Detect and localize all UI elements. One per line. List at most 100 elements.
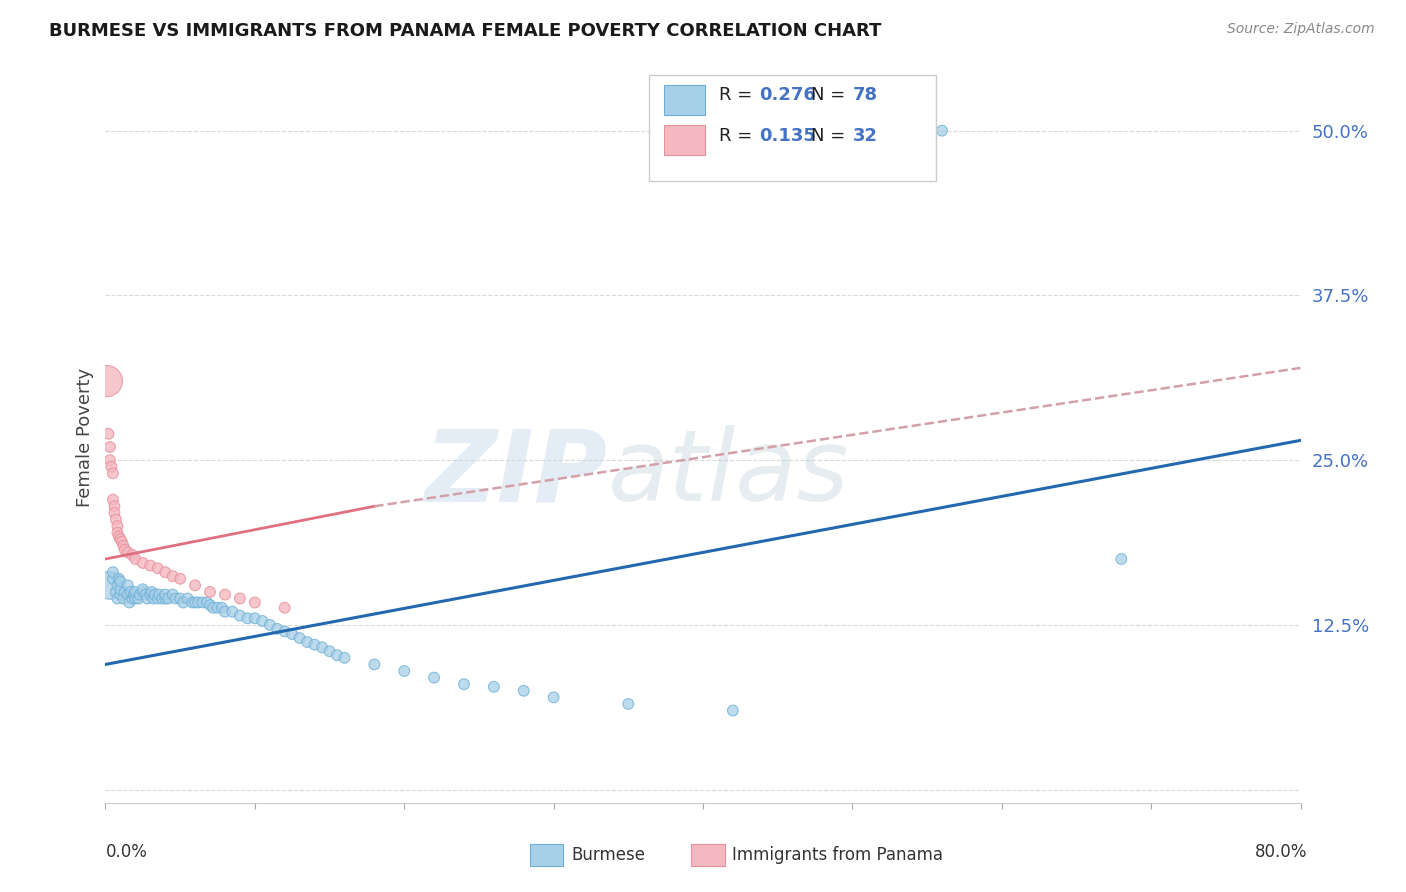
Text: 78: 78 (852, 87, 877, 104)
Point (107, 591, 129, 606)
Text: 0.0%: 0.0% (105, 843, 148, 861)
Text: N =: N = (811, 87, 851, 104)
Point (110, 588, 132, 602)
Text: BURMESE VS IMMIGRANTS FROM PANAMA FEMALE POVERTY CORRELATION CHART: BURMESE VS IMMIGRANTS FROM PANAMA FEMALE… (49, 22, 882, 40)
Point (187, 595, 209, 609)
Bar (530, 845, 564, 866)
Point (150, 591, 173, 606)
Text: Source: ZipAtlas.com: Source: ZipAtlas.com (1227, 22, 1375, 37)
Point (100, 459, 122, 474)
Point (221, 605, 243, 619)
Point (135, 588, 157, 602)
Text: Immigrants from Panama: Immigrants from Panama (731, 847, 942, 864)
Text: ZIP: ZIP (425, 425, 607, 522)
Point (124, 591, 146, 606)
Text: 32: 32 (852, 127, 877, 145)
Point (236, 611, 259, 625)
Point (98, 453, 121, 467)
FancyBboxPatch shape (650, 75, 936, 181)
Point (103, 500, 125, 514)
Point (141, 585, 163, 599)
Point (198, 585, 221, 599)
Point (169, 572, 191, 586)
Bar (664, 125, 706, 155)
Point (311, 640, 333, 655)
Point (103, 506, 125, 520)
Point (122, 588, 145, 602)
Point (101, 467, 124, 481)
Text: 80.0%: 80.0% (1256, 843, 1308, 861)
Point (243, 595, 266, 609)
Point (132, 585, 155, 599)
Text: N =: N = (811, 127, 851, 145)
Point (162, 569, 184, 583)
Point (333, 650, 356, 665)
Point (146, 591, 169, 606)
Point (252, 614, 274, 628)
Point (112, 591, 135, 606)
Point (111, 534, 134, 549)
Point (214, 588, 236, 602)
Point (143, 588, 166, 602)
Bar (692, 845, 724, 866)
Point (104, 512, 127, 526)
Point (195, 595, 218, 609)
Point (97, 426, 120, 441)
Y-axis label: Female Poverty: Female Poverty (76, 368, 94, 507)
Point (326, 648, 349, 663)
Point (146, 561, 169, 575)
Point (423, 671, 446, 685)
Point (211, 600, 233, 615)
Point (176, 591, 198, 606)
Text: R =: R = (718, 127, 758, 145)
Point (243, 611, 266, 625)
Point (124, 552, 146, 566)
Point (108, 572, 131, 586)
Point (184, 578, 207, 592)
Text: R =: R = (718, 87, 758, 104)
Point (273, 600, 295, 615)
Point (107, 525, 129, 540)
Point (184, 595, 207, 609)
Point (155, 591, 177, 606)
Point (229, 591, 252, 606)
Point (104, 585, 127, 599)
Point (98, 440, 121, 454)
Point (139, 588, 162, 602)
Point (114, 542, 136, 557)
Point (617, 697, 640, 711)
Point (1111, 552, 1133, 566)
Point (101, 565, 124, 579)
Point (114, 585, 136, 599)
Point (101, 572, 124, 586)
Bar (664, 85, 706, 115)
Point (363, 657, 385, 672)
Point (118, 595, 141, 609)
Point (120, 585, 142, 599)
Point (214, 605, 236, 619)
Point (96, 374, 118, 388)
Point (142, 591, 165, 606)
Point (318, 644, 340, 658)
Point (453, 677, 475, 691)
Point (139, 558, 162, 573)
Point (169, 591, 191, 606)
Point (128, 588, 150, 602)
Point (162, 588, 184, 602)
Point (112, 539, 135, 553)
Point (266, 622, 288, 636)
Text: atlas: atlas (607, 425, 849, 522)
Point (202, 600, 225, 615)
Point (191, 595, 214, 609)
Point (107, 519, 129, 533)
Point (281, 627, 304, 641)
Point (132, 582, 155, 597)
Point (295, 635, 318, 649)
Point (117, 578, 139, 592)
Point (121, 591, 143, 606)
Point (155, 588, 177, 602)
Point (157, 591, 180, 606)
Point (110, 582, 132, 597)
Point (288, 631, 311, 645)
Point (124, 585, 146, 599)
